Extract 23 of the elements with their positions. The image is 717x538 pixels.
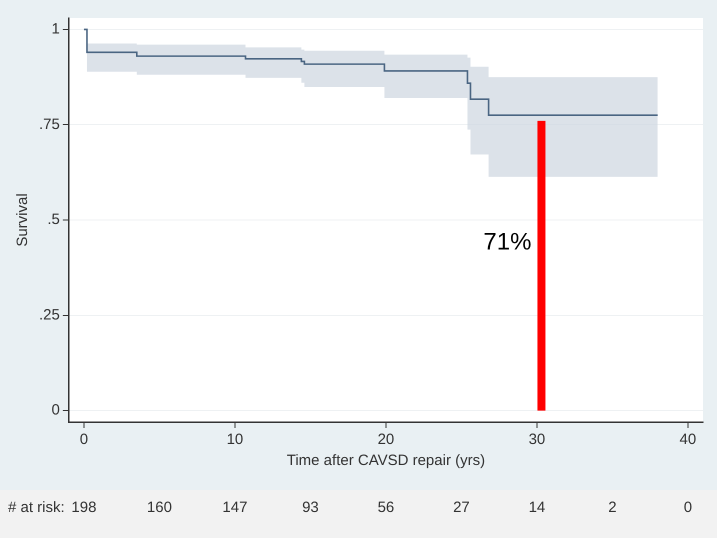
x-tick-label: 40 [680,431,696,448]
text: 198 [71,499,96,516]
text: 93 [302,499,319,516]
x-tick-label: 0 [80,431,88,448]
y-axis-title: Survival [14,193,32,247]
text: 160 [146,499,172,516]
y-tick-label: .25 [38,306,60,324]
y-tick-label: .5 [47,211,60,228]
x-axis-title: Time after CAVSD repair (yrs) [286,452,486,470]
x-tick-label: 30 [528,431,546,448]
text: 14 [528,499,546,516]
text: 147 [222,499,248,516]
text: 2 [608,499,617,516]
annotation: 71% [483,228,532,256]
y-tick-label: .75 [38,116,60,133]
text: 0 [684,499,692,516]
text: 27 [453,499,470,516]
y-tick-label: 0 [52,402,60,419]
text: 56 [378,499,394,516]
y-tick-label: 1 [52,20,60,38]
x-tick-label: 20 [378,431,394,448]
x-tick-label: 10 [226,431,244,448]
text: # at risk: [8,499,65,516]
